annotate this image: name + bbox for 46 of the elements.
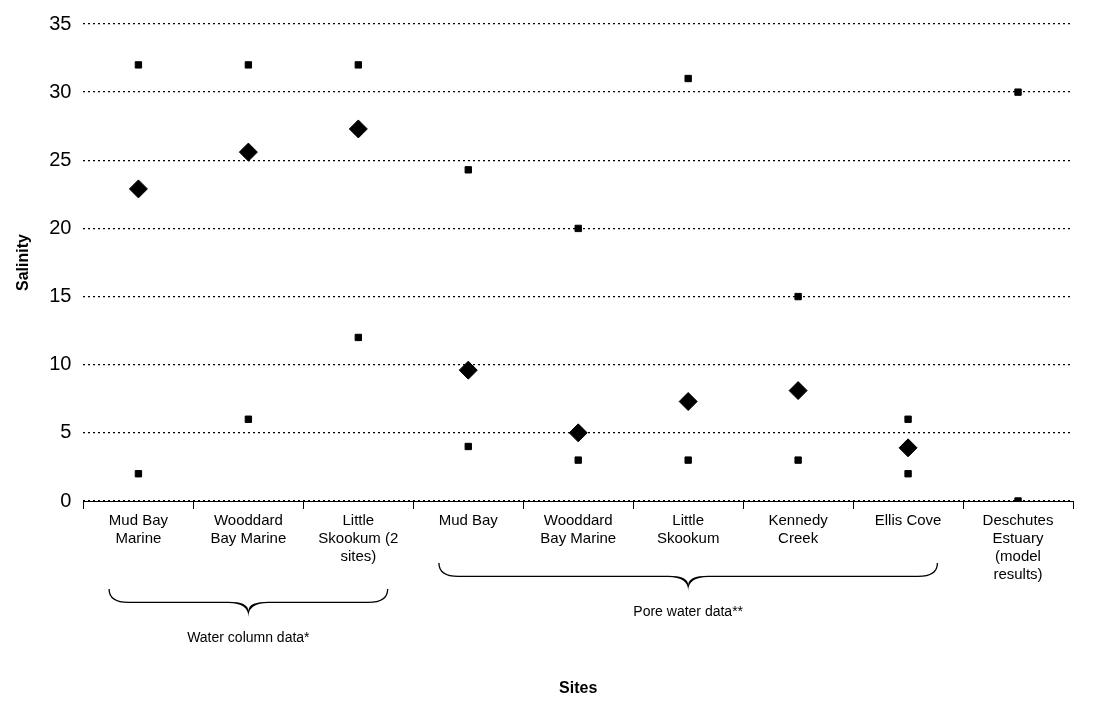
y-tick-label: 35	[49, 11, 72, 34]
x-tick-label: Little Skookum (2 sites)	[318, 511, 399, 565]
point	[794, 292, 802, 301]
point	[568, 423, 588, 443]
y-axis-title: Salinity	[14, 233, 32, 291]
x-tick-label: Wooddard Bay Marine	[210, 511, 287, 547]
y-tick-label: 25	[49, 147, 72, 170]
point	[354, 333, 362, 342]
point	[354, 61, 362, 69]
x-tick-label: Little Skookum	[656, 511, 720, 547]
point	[684, 74, 692, 83]
point	[244, 61, 253, 69]
point	[1014, 88, 1022, 96]
point	[788, 381, 808, 401]
point	[574, 456, 582, 464]
point	[904, 415, 912, 423]
point	[238, 142, 258, 162]
point	[794, 456, 802, 464]
x-tick-label: Deschutes Estuary (model results)	[982, 511, 1054, 583]
point	[458, 360, 478, 380]
y-tick-label: 20	[49, 215, 72, 238]
y-tick-label: 15	[49, 284, 72, 307]
point	[464, 166, 472, 174]
y-tick-label: 30	[49, 79, 72, 102]
text: Water column data*	[187, 629, 310, 645]
y-tick-label: 0	[60, 488, 72, 511]
text: Sites	[559, 679, 598, 697]
y-tick-label: 5	[60, 420, 72, 443]
point	[684, 456, 692, 464]
point	[904, 470, 912, 478]
x-tick-label: Mud Bay Marine	[108, 511, 169, 547]
x-tick-label: Mud Bay	[438, 511, 499, 529]
point	[128, 179, 148, 199]
point	[574, 224, 582, 233]
point	[464, 442, 472, 451]
y-tick-label: 10	[49, 352, 72, 375]
point	[678, 392, 698, 412]
point	[348, 119, 368, 139]
point	[898, 438, 918, 458]
point	[244, 415, 253, 423]
x-tick-label: Ellis Cove	[874, 511, 942, 529]
text: Pore water data**	[633, 603, 744, 619]
x-tick-label: Wooddard Bay Marine	[540, 511, 617, 547]
point	[134, 61, 143, 69]
x-tick-label: Kennedy Creek	[768, 511, 829, 547]
point	[134, 470, 143, 478]
